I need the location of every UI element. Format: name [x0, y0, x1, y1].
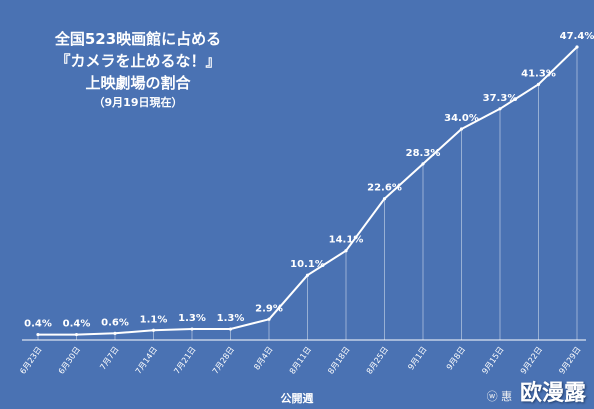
title-line-2: 『カメラを止めるな！』	[55, 52, 221, 70]
x-tick-label: 7月21日	[172, 345, 197, 376]
x-tick-label: 9月8日	[445, 345, 467, 372]
data-label: 28.3%	[406, 148, 441, 159]
x-axis-label: 公開週	[281, 391, 314, 405]
data-point	[36, 332, 40, 337]
watermark-prefix: ⓦ 惠	[486, 390, 513, 403]
x-tick-label: 8月18日	[326, 345, 351, 376]
x-tick-label: 6月23日	[18, 345, 43, 376]
data-point	[151, 328, 156, 332]
x-tick-label: 8月25日	[365, 345, 390, 376]
title-line-3: 上映劇場の割合	[85, 74, 191, 92]
data-label: 1.1%	[140, 314, 168, 325]
data-label: 22.6%	[367, 183, 402, 194]
watermark: ⓦ 惠 欧漫露	[487, 375, 586, 407]
data-points	[36, 45, 579, 337]
data-label: 2.9%	[255, 303, 283, 314]
data-label: 0.4%	[24, 319, 52, 330]
data-label: 10.1%	[290, 259, 325, 270]
x-tick-label: 9月1日	[406, 345, 428, 372]
data-label: 1.3%	[178, 313, 206, 324]
data-labels: 0.4% 0.4% 0.6% 1.1% 1.3% 1.3% 2.9% 10.1% 14.1% 22…	[24, 31, 594, 330]
data-label: 37.3%	[483, 93, 518, 104]
x-tick-labels: 6月23日 6月30日 7月7日 7月14日 7月21日 7月28日 8月4日 8月11日 8月…	[18, 345, 582, 376]
data-point	[113, 331, 117, 335]
data-label: 0.4%	[63, 319, 91, 330]
x-tick-label: 9月29日	[557, 345, 582, 376]
data-point	[498, 107, 502, 111]
x-tick-label: 9月22日	[519, 345, 544, 376]
data-label: 14.1%	[329, 235, 364, 246]
data-label: 0.6%	[101, 317, 129, 328]
x-tick-label: 8月4日	[252, 345, 274, 372]
x-tick-label: 7月7日	[98, 345, 120, 372]
x-tick-label: 9月15日	[480, 345, 505, 376]
data-point	[344, 249, 348, 253]
data-point	[305, 273, 310, 277]
data-label: 41.3%	[521, 68, 556, 79]
x-tick-label: 7月28日	[211, 345, 236, 376]
data-point	[267, 317, 271, 321]
data-point	[74, 332, 79, 337]
data-label: 47.4%	[560, 31, 594, 42]
data-point	[228, 327, 233, 331]
title-date-note: （9月19日現在）	[93, 96, 183, 109]
data-point	[190, 327, 194, 331]
data-point	[536, 82, 541, 86]
data-point	[382, 197, 387, 201]
chart-title: 全国523映画館に占める 『カメラを止めるな！』 上映劇場の割合 （9月19日現…	[8, 28, 268, 112]
data-point	[459, 127, 464, 131]
watermark-brand: 欧漫露	[519, 381, 586, 406]
drop-lines	[37, 47, 578, 340]
data-label: 34.0%	[444, 113, 479, 124]
x-tick-label: 8月11日	[288, 345, 313, 376]
x-tick-label: 7月14日	[134, 345, 159, 376]
data-point	[421, 162, 425, 166]
data-point	[575, 45, 579, 49]
title-line-1: 全国523映画館に占める	[54, 30, 222, 48]
data-label: 1.3%	[217, 313, 245, 324]
x-tick-label: 6月30日	[57, 345, 82, 376]
